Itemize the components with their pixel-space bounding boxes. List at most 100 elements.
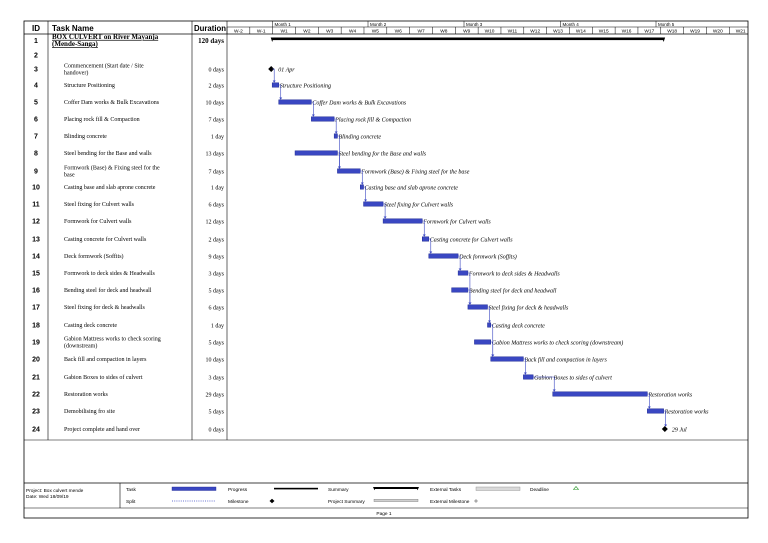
- task-bar[interactable]: [487, 322, 492, 328]
- task-bar[interactable]: [467, 304, 488, 310]
- legend-item: Milestone: [228, 498, 275, 505]
- task-name: Formwork for Culvert walls: [64, 218, 132, 225]
- bar-label: Gabion Mattress works to check scoring (…: [492, 339, 624, 346]
- table-row[interactable]: 17 Steel fixing for deck & headwalls 6 day…: [32, 304, 225, 312]
- month-label: Month 1: [275, 22, 292, 27]
- task-bar[interactable]: [333, 133, 338, 139]
- task-id: 24: [32, 427, 40, 434]
- bar-label: Deck formwork (Soffits): [458, 253, 517, 260]
- task-name: Placing rock fill & Compaction: [64, 116, 140, 123]
- task-bar[interactable]: [490, 356, 524, 362]
- table-row[interactable]: 21 Gabion Boxes to sides of culvert 3 days: [32, 374, 225, 382]
- table-row[interactable]: 1 BOX CULVERT on River Mayanja(Mende-Sang…: [34, 33, 224, 48]
- task-id: 22: [32, 392, 40, 399]
- summary-bar[interactable]: [270, 37, 666, 43]
- task-name: Steel bending for the Base and walls: [64, 150, 152, 157]
- task-duration: 120 days: [198, 37, 224, 45]
- task-bar[interactable]: [382, 218, 423, 224]
- dependency-link: [490, 341, 494, 356]
- task-duration: 10 days: [206, 101, 225, 107]
- task-name: Coffer Dam works & Bulk Excavations: [64, 99, 160, 106]
- table-row[interactable]: 8 Steel bending for the Base and walls 13 …: [34, 150, 225, 158]
- dependency-arrow: [458, 268, 462, 271]
- task-duration: 3 days: [209, 272, 225, 278]
- table-row[interactable]: 16 Bending steel for deck and headwall 5 d…: [32, 287, 225, 295]
- timescale: Month 1 Month 2 Month 3 Month 4 Month 5 W-2 W-…: [226, 21, 748, 35]
- table-row[interactable]: 24 Project complete and hand over 0 days: [32, 427, 225, 434]
- task-bar[interactable]: [363, 201, 384, 207]
- legend-label: Progress: [228, 487, 248, 493]
- table-row[interactable]: 7 Blinding concrete 1 day: [34, 134, 224, 141]
- table-row[interactable]: 15 Formwork to deck sides & Headwalls 3 da…: [32, 271, 225, 278]
- table-row[interactable]: 11 Steel fixing for Culvert walls 6 days: [32, 201, 224, 209]
- task-id: 16: [32, 288, 40, 295]
- task-bar[interactable]: [360, 184, 364, 190]
- task-bar[interactable]: [278, 99, 312, 105]
- month-label: Month 3: [466, 22, 483, 27]
- week-label: W16: [622, 29, 632, 35]
- task-duration: 3 days: [209, 376, 225, 382]
- week-label: W8: [440, 29, 448, 35]
- task-bar[interactable]: [311, 116, 335, 122]
- bar-label: Steel fixing for Culvert walls: [384, 201, 454, 208]
- task-name: Casting deck concrete: [64, 323, 117, 329]
- table-row[interactable]: 18 Casting deck concrete 1 day: [32, 323, 224, 330]
- table-row[interactable]: 2: [34, 53, 38, 60]
- table-row[interactable]: 9 Formwork (Base) & Fixing steel for the b…: [34, 164, 225, 178]
- table-row[interactable]: 22 Restoration works 29 days: [32, 392, 225, 399]
- table-row[interactable]: 4 Structure Positioning 2 days: [34, 83, 225, 90]
- task-bar[interactable]: [474, 339, 492, 345]
- task-id: 12: [32, 219, 40, 226]
- legend-milestone-symbol: [269, 498, 275, 504]
- task-duration: 10 days: [206, 358, 225, 364]
- table-row[interactable]: 19 Gabion Mattress works to check scoring…: [32, 336, 225, 349]
- table-row[interactable]: 13 Casting concrete for Culvert walls 2 da…: [32, 236, 225, 244]
- bar-label: Structure Positioning: [280, 83, 331, 89]
- task-bar[interactable]: [457, 270, 469, 276]
- week-label: W1: [280, 29, 288, 35]
- task-bar[interactable]: [428, 253, 459, 259]
- table-row[interactable]: 20 Back fill and compaction in layers 10 d…: [32, 356, 225, 364]
- legend-summary-symbol: [374, 487, 418, 489]
- dependency-arrow: [468, 302, 472, 305]
- task-duration: 13 days: [206, 152, 225, 158]
- task-bar[interactable]: [552, 391, 648, 397]
- task-duration: 2 days: [209, 238, 225, 244]
- month-label: Month 2: [370, 22, 387, 27]
- task-duration: 5 days: [209, 341, 225, 347]
- dependency-link: [334, 118, 337, 133]
- table-row[interactable]: 6 Placing rock fill & Compaction 7 days: [34, 116, 225, 124]
- table-row[interactable]: 12 Formwork for Culvert walls 12 days: [32, 218, 225, 226]
- table-row[interactable]: 14 Deck formwork (Soffits) 9 days: [32, 253, 225, 261]
- milestone-marker[interactable]: [268, 66, 275, 72]
- task-id: 23: [32, 409, 40, 416]
- task-bar[interactable]: [647, 408, 664, 414]
- task-bar[interactable]: [271, 82, 279, 88]
- chart-frame: ID Task Name Duration: [23, 20, 749, 519]
- bar-label: Blinding concrete: [338, 134, 381, 140]
- dependency-arrow: [364, 199, 368, 202]
- bar-label: Gabion Boxes to sides of culvert: [534, 374, 612, 381]
- dependency-arrow: [552, 389, 556, 392]
- column-header-id: ID: [32, 24, 40, 33]
- dependency-arrow: [429, 251, 433, 254]
- week-label: W17: [644, 29, 654, 35]
- milestone-marker[interactable]: [661, 426, 668, 432]
- task-name: Restoration works: [64, 392, 108, 398]
- task-name: Formwork (Base) & Fixing steel for the: [64, 164, 160, 171]
- task-name: Gabion Mattress works to check scoring: [64, 336, 161, 342]
- table-row[interactable]: 10 Casting base and slab aprone concrete 1…: [32, 185, 224, 192]
- task-duration: 5 days: [209, 410, 225, 416]
- legend-item: Split: [126, 499, 216, 505]
- table-row[interactable]: 3 Commencement (Start date / Sitehandover…: [34, 62, 225, 76]
- task-bar[interactable]: [294, 150, 338, 156]
- task-bar[interactable]: [337, 168, 361, 174]
- task-name: Casting concrete for Culvert walls: [64, 236, 147, 243]
- page-number: Page 1: [376, 511, 392, 517]
- task-bar[interactable]: [422, 236, 430, 242]
- milestone-label: 01 Apr: [278, 67, 295, 73]
- table-row[interactable]: 5 Coffer Dam works & Bulk Excavations 10 d…: [34, 99, 225, 107]
- task-bar[interactable]: [451, 287, 469, 293]
- task-bar[interactable]: [523, 374, 534, 380]
- table-row[interactable]: 23 Demobilising fro site 5 days: [32, 408, 225, 416]
